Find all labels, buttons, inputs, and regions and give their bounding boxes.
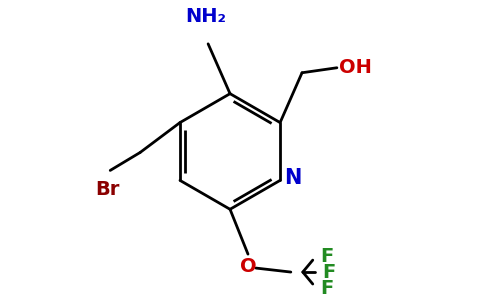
Text: F: F (323, 262, 336, 282)
Text: NH₂: NH₂ (186, 7, 227, 26)
Text: F: F (321, 247, 334, 266)
Text: Br: Br (95, 180, 120, 200)
Text: N: N (284, 168, 302, 188)
Text: OH: OH (339, 58, 372, 77)
Text: F: F (321, 278, 334, 298)
Text: O: O (240, 257, 257, 276)
